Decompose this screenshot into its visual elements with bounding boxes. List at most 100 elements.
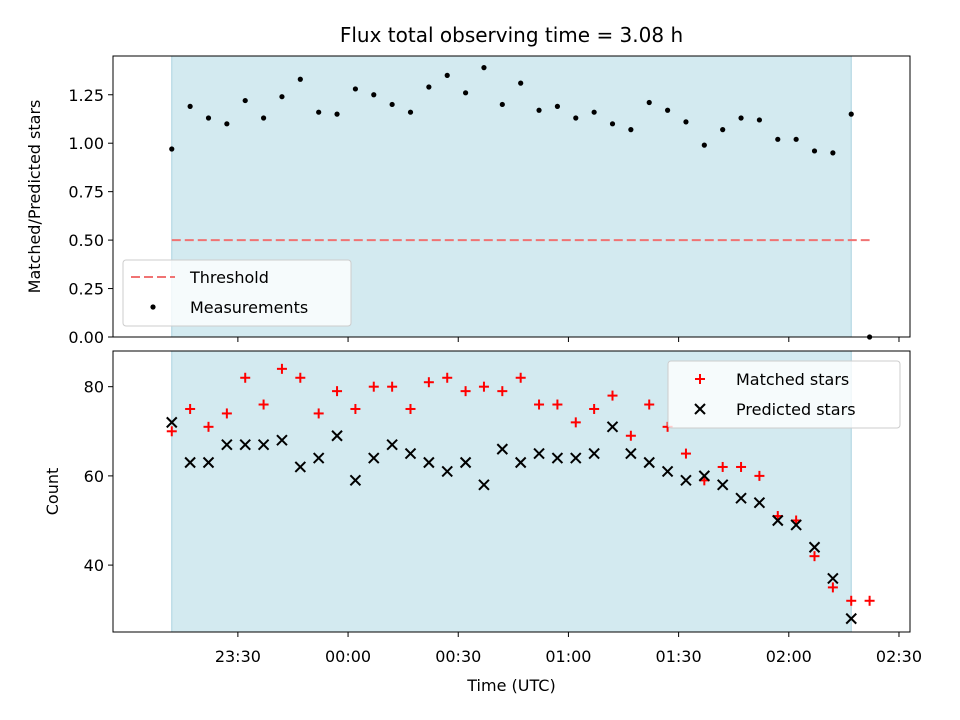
matched-stars-point xyxy=(497,386,508,397)
ratio-legend-box xyxy=(122,259,352,327)
predicted-stars-point xyxy=(423,456,435,469)
ratio-y-axis-label: Matched/Predicted stars xyxy=(25,100,44,294)
y-tick-label: 0.25 xyxy=(68,280,104,299)
measurement-point xyxy=(444,72,450,78)
predicted-stars-point xyxy=(735,492,747,504)
measurement-point xyxy=(279,94,285,100)
matched-stars-point xyxy=(405,403,416,414)
predicted-stars-point xyxy=(184,456,196,469)
predicted-stars-point xyxy=(441,465,453,478)
predicted-stars-point xyxy=(790,519,802,531)
predicted-stars-point xyxy=(698,470,711,482)
ratio-x-axis-ticks xyxy=(237,337,900,342)
measurement-point xyxy=(609,121,616,127)
y-tick-label: 0.75 xyxy=(68,183,104,202)
measurement-point xyxy=(664,107,671,113)
count-legend: Matched stars Predicted stars xyxy=(667,360,901,429)
matched-stars-point xyxy=(423,377,434,388)
matched-stars-point xyxy=(754,470,765,481)
measurement-point xyxy=(187,103,193,109)
matched-stars-point xyxy=(680,448,691,459)
matched-stars-point xyxy=(717,461,728,472)
measurement-point xyxy=(499,101,505,108)
predicted-stars-point xyxy=(514,456,527,469)
matched-stars-point xyxy=(313,408,324,419)
predicted-stars-point xyxy=(588,447,600,460)
count-y-axis-ticks: 40 60 80 xyxy=(84,378,113,575)
predicted-stars-point xyxy=(570,452,582,464)
legend-predicted-swatch xyxy=(694,403,706,415)
matched-stars-point xyxy=(589,403,600,414)
measurement-point xyxy=(224,121,230,127)
measurement-point xyxy=(169,146,175,152)
matched-stars-point xyxy=(478,381,489,392)
measurement-point xyxy=(628,127,634,133)
measurement-point xyxy=(756,117,763,123)
legend-predicted-label: Predicted stars xyxy=(736,400,856,419)
matched-stars-point xyxy=(442,372,453,383)
matched-stars-point xyxy=(570,417,581,428)
predicted-stars-point xyxy=(478,479,490,491)
y-tick-label: 80 xyxy=(84,378,104,397)
measurement-point xyxy=(334,111,340,117)
measurement-point xyxy=(260,115,267,121)
matched-stars-point xyxy=(846,595,857,606)
measurement-point xyxy=(352,86,359,92)
predicted-stars-point xyxy=(459,456,472,469)
measurement-point xyxy=(536,107,542,113)
x-tick-label: 00:30 xyxy=(435,647,481,666)
x-tick-label: 23:30 xyxy=(215,647,261,666)
matched-stars-point xyxy=(350,403,361,414)
predicted-stars-point xyxy=(643,456,655,469)
measurement-point xyxy=(297,76,303,82)
matched-stars-point xyxy=(515,372,526,383)
matched-stars-point xyxy=(221,408,232,419)
predicted-stars-point xyxy=(349,474,362,487)
measurement-point xyxy=(205,115,212,121)
matched-stars-point xyxy=(276,363,287,374)
predicted-stars-point xyxy=(808,541,821,553)
legend-predicted-marker xyxy=(694,403,706,415)
predicted-stars-point xyxy=(845,612,857,625)
predicted-stars-point xyxy=(239,438,251,451)
matched-stars-point xyxy=(203,421,214,432)
predicted-stars-point xyxy=(496,443,509,455)
measurement-point xyxy=(426,84,432,90)
ratio-markers xyxy=(169,65,873,340)
legend-measurements-swatch xyxy=(150,304,156,310)
matched-stars-point xyxy=(552,399,563,410)
ratio-legend: Threshold Measurements xyxy=(122,259,352,327)
predicted-stars-point xyxy=(680,474,692,487)
legend-measurements-label: Measurements xyxy=(190,298,308,317)
measurement-point xyxy=(518,80,524,86)
measurement-point xyxy=(701,142,707,148)
measurement-point xyxy=(554,103,561,109)
matched-stars-point xyxy=(736,461,747,472)
x-tick-label: 00:00 xyxy=(325,647,371,666)
ratio-plot-frame xyxy=(112,55,911,338)
predicted-stars-point xyxy=(551,452,564,464)
count-plot-frame xyxy=(112,350,911,633)
ratio-panel: 0.00 0.25 0.50 0.75 1.00 1.25 Flux total obse… xyxy=(25,23,911,347)
measurement-point xyxy=(389,101,395,108)
matched-stars-point xyxy=(607,390,618,401)
measurement-point xyxy=(316,109,322,115)
measurement-point xyxy=(811,148,818,154)
predicted-stars-point xyxy=(772,514,784,527)
measurement-point xyxy=(371,92,377,98)
measurement-point xyxy=(830,150,836,156)
matched-stars-point xyxy=(644,399,655,410)
predicted-stars-point xyxy=(166,416,178,429)
count-y-axis-label: Count xyxy=(43,468,62,516)
legend-matched-marker xyxy=(695,374,705,384)
y-tick-label: 40 xyxy=(84,556,104,575)
matched-stars-point xyxy=(460,386,471,397)
predicted-stars-point xyxy=(312,452,325,464)
matched-stars-point xyxy=(534,399,545,410)
ratio-y-axis-ticks: 0.00 0.25 0.50 0.75 1.00 1.25 xyxy=(68,86,113,347)
matched-stars-point xyxy=(368,381,379,392)
count-x-axis-ticks: 23:30 00:00 00:30 01:00 01:30 02:00 02:30 xyxy=(215,632,922,666)
matched-stars-point xyxy=(809,551,820,562)
predicted-stars-point xyxy=(221,438,233,451)
